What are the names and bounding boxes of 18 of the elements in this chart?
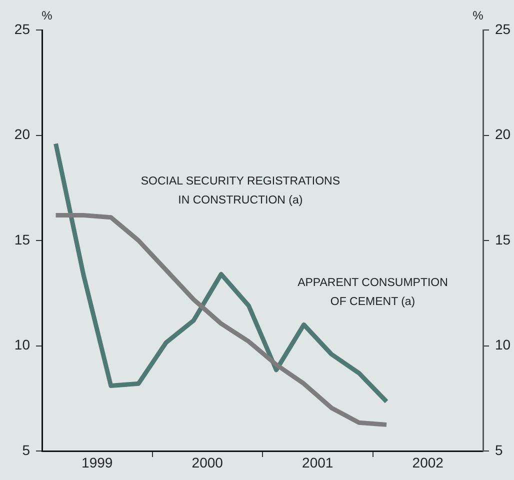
y-axis-title: % [42, 8, 53, 22]
y2-tick-label: 25 [495, 20, 511, 37]
y2-tick-label: 15 [495, 231, 511, 248]
y2-tick-label: 5 [495, 442, 503, 458]
y-tick-label: 20 [14, 126, 30, 142]
y-tick-label: 15 [14, 231, 30, 248]
y-tick-label: 10 [14, 336, 30, 353]
x-tick-label: 2000 [192, 454, 224, 470]
y2-tick-label: 20 [495, 126, 511, 142]
y2-tick-label: 10 [495, 336, 511, 353]
text: SOCIAL SECURITY REGISTRATIONS IN CONSTRUCTION (a) [140, 176, 340, 207]
x-tick-label: 2002 [412, 454, 444, 470]
x-tick-label: 2001 [302, 454, 334, 470]
series-label: APPARENT CONSUMPTION OF CEMENT (a) [298, 276, 448, 308]
y2-axis-title: % [472, 8, 484, 22]
y-tick-label: 5 [22, 442, 30, 458]
y-tick-label: 25 [14, 20, 30, 37]
x-tick-label: 1999 [82, 454, 113, 470]
